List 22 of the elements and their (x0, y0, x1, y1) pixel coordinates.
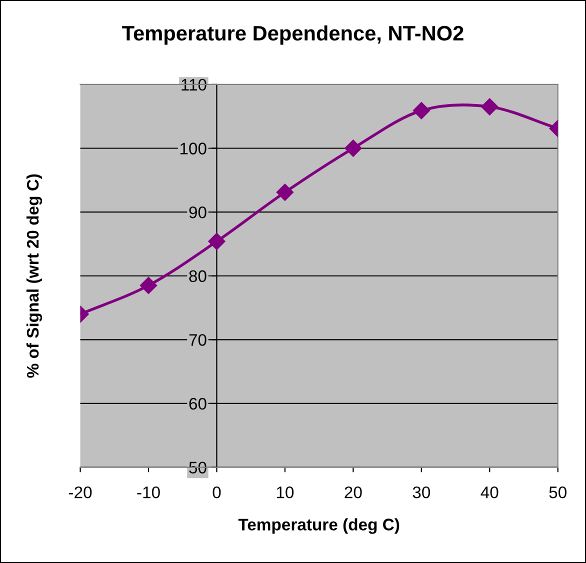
point (412, 102, 430, 120)
point (344, 140, 362, 157)
x-tick-label: 0 (212, 486, 221, 498)
x-tick-label: 40 (480, 486, 498, 498)
x-tick-label: -20 (68, 486, 92, 498)
chart-title: Temperature Dependence, NT-NO2 (122, 25, 464, 45)
y-tick-label: 60 (189, 398, 206, 410)
y-tick-label: 70 (189, 334, 206, 346)
y-tick-label: 80 (189, 270, 206, 282)
point (481, 98, 498, 116)
x-tick-label: 20 (344, 486, 362, 498)
y-tick-label: 90 (189, 206, 206, 218)
point (276, 184, 294, 201)
x-tick-label: 30 (412, 486, 430, 498)
x-tick-label: 10 (276, 486, 294, 498)
y-axis-title: % of Signal (wrt 20 deg C) (26, 174, 42, 378)
y-tick-label: 100 (180, 142, 206, 154)
point (208, 232, 226, 250)
point (140, 276, 158, 294)
x-tick-label: -10 (137, 486, 160, 498)
x-tick-label: 50 (549, 486, 566, 498)
x-axis-title: Temperature (deg C) (238, 518, 400, 534)
